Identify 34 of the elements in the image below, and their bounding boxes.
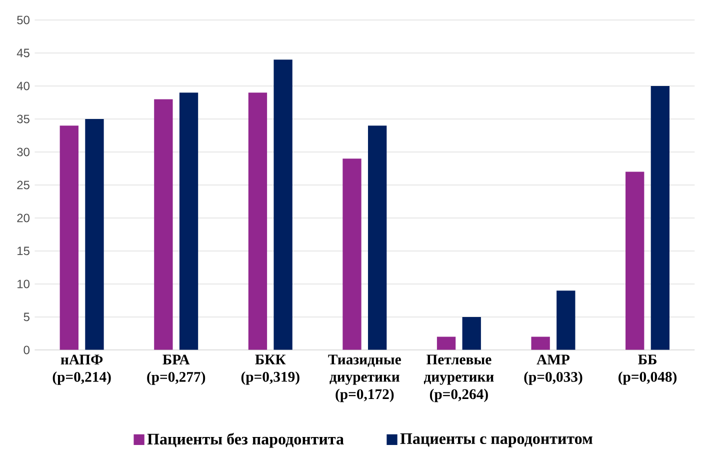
bar (650, 86, 670, 350)
y-tick-label: 30 (17, 148, 30, 156)
x-tick-label: Тиазидные диуретики (р=0,172) (328, 354, 401, 402)
y-tick-label: 35 (17, 114, 30, 124)
y-tick-label: 20 (17, 214, 30, 222)
legend-label: Пациенты без пародонтита (147, 432, 344, 448)
legend-label: Пациенты с пародонтитом (400, 433, 592, 448)
bar (274, 60, 292, 350)
bar (626, 172, 644, 350)
y-tick-label: 40 (16, 82, 30, 90)
bar (154, 99, 173, 350)
y-tick-label: 0 (24, 346, 30, 354)
y-tick-label: 10 (18, 280, 30, 288)
bar (436, 336, 456, 350)
x-tick-label: АМР (р=0,033) (524, 354, 582, 385)
x-tick-label: нАПФ (р=0,214) (52, 354, 111, 385)
bar (60, 126, 78, 350)
bar (531, 336, 550, 350)
bar (248, 92, 268, 350)
bar (179, 92, 198, 350)
y-tick-label: 50 (17, 16, 30, 24)
x-tick-label: Петлевые диуретики (р=0,264) (424, 354, 494, 402)
y-tick-label: 45 (16, 48, 30, 58)
x-tick-label: БКК (р=0,319) (241, 354, 300, 385)
y-tick-label: 25 (17, 180, 30, 190)
x-tick-label: БРА (р=0,277) (147, 354, 206, 385)
bar (462, 316, 481, 350)
bar (556, 290, 576, 350)
y-tick-label: 15 (18, 246, 30, 256)
bar (342, 158, 362, 350)
bar (85, 118, 104, 350)
x-tick-label: ББ (р=0,048) (618, 354, 677, 385)
bar (368, 126, 387, 350)
y-tick-label: 5 (24, 312, 30, 322)
